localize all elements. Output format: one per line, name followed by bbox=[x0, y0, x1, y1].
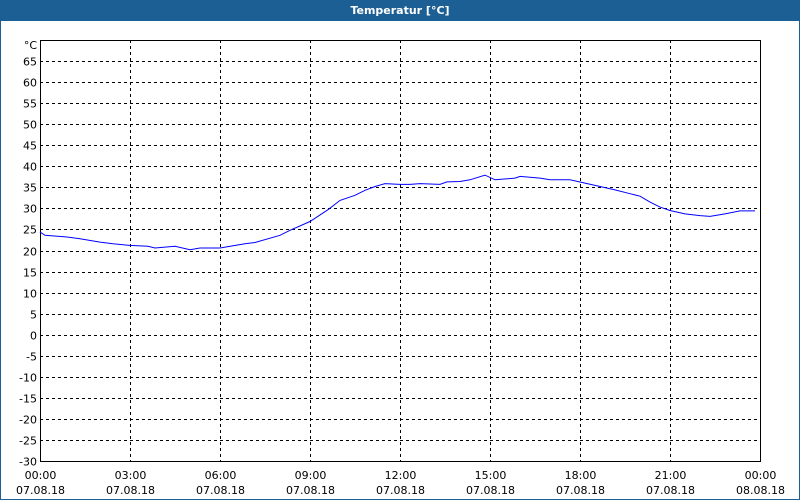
y-tick-label: -30 bbox=[19, 456, 37, 469]
y-tick-label: 0 bbox=[30, 330, 37, 343]
y-tick-label: 15 bbox=[23, 267, 37, 280]
y-tick-label: 10 bbox=[23, 288, 37, 301]
x-tick-date: 07.08.18 bbox=[646, 484, 695, 497]
x-tick-time: 18:00 bbox=[565, 469, 597, 482]
y-tick-label: 5 bbox=[30, 309, 37, 322]
temperature-line bbox=[39, 174, 755, 251]
y-tick-label: 60 bbox=[23, 77, 37, 90]
x-tick-time: 12:00 bbox=[385, 469, 417, 482]
plot-frame bbox=[40, 40, 761, 462]
x-tick-date: 07.08.18 bbox=[106, 484, 155, 497]
y-tick-label: -15 bbox=[19, 393, 37, 406]
x-tick-time: 06:00 bbox=[205, 469, 237, 482]
x-tick-date: 07.08.18 bbox=[376, 484, 425, 497]
x-tick-time: 21:00 bbox=[655, 469, 687, 482]
y-tick-label: -10 bbox=[19, 372, 37, 385]
x-tick-date: 07.08.18 bbox=[16, 484, 65, 497]
x-tick-date: 07.08.18 bbox=[196, 484, 245, 497]
y-axis-unit: °C bbox=[24, 39, 38, 52]
y-tick-label: 35 bbox=[23, 182, 37, 195]
y-tick-label: 30 bbox=[23, 203, 37, 216]
x-tick-date: 07.08.18 bbox=[286, 484, 335, 497]
y-tick-label: 45 bbox=[23, 140, 37, 153]
x-tick-time: 03:00 bbox=[115, 469, 147, 482]
x-tick-date: 07.08.18 bbox=[466, 484, 515, 497]
y-tick-label: 55 bbox=[23, 98, 37, 111]
chart-title: Temperatur [°C] bbox=[0, 0, 800, 21]
y-tick-label: 65 bbox=[23, 56, 37, 69]
y-tick-label: 20 bbox=[23, 246, 37, 259]
y-tick-label: -25 bbox=[19, 435, 37, 448]
x-tick-time: 15:00 bbox=[475, 469, 507, 482]
x-tick-time: 00:00 bbox=[745, 469, 777, 482]
y-tick-label: 25 bbox=[23, 224, 37, 237]
y-tick-label: 50 bbox=[23, 119, 37, 132]
x-tick-date: 08.08.18 bbox=[736, 484, 785, 497]
x-tick-time: 00:00 bbox=[25, 469, 57, 482]
x-tick-time: 09:00 bbox=[295, 469, 327, 482]
y-tick-label: -5 bbox=[26, 351, 37, 364]
y-tick-label: -20 bbox=[19, 414, 37, 427]
x-tick-date: 07.08.18 bbox=[556, 484, 605, 497]
y-tick-label: 40 bbox=[23, 161, 37, 174]
